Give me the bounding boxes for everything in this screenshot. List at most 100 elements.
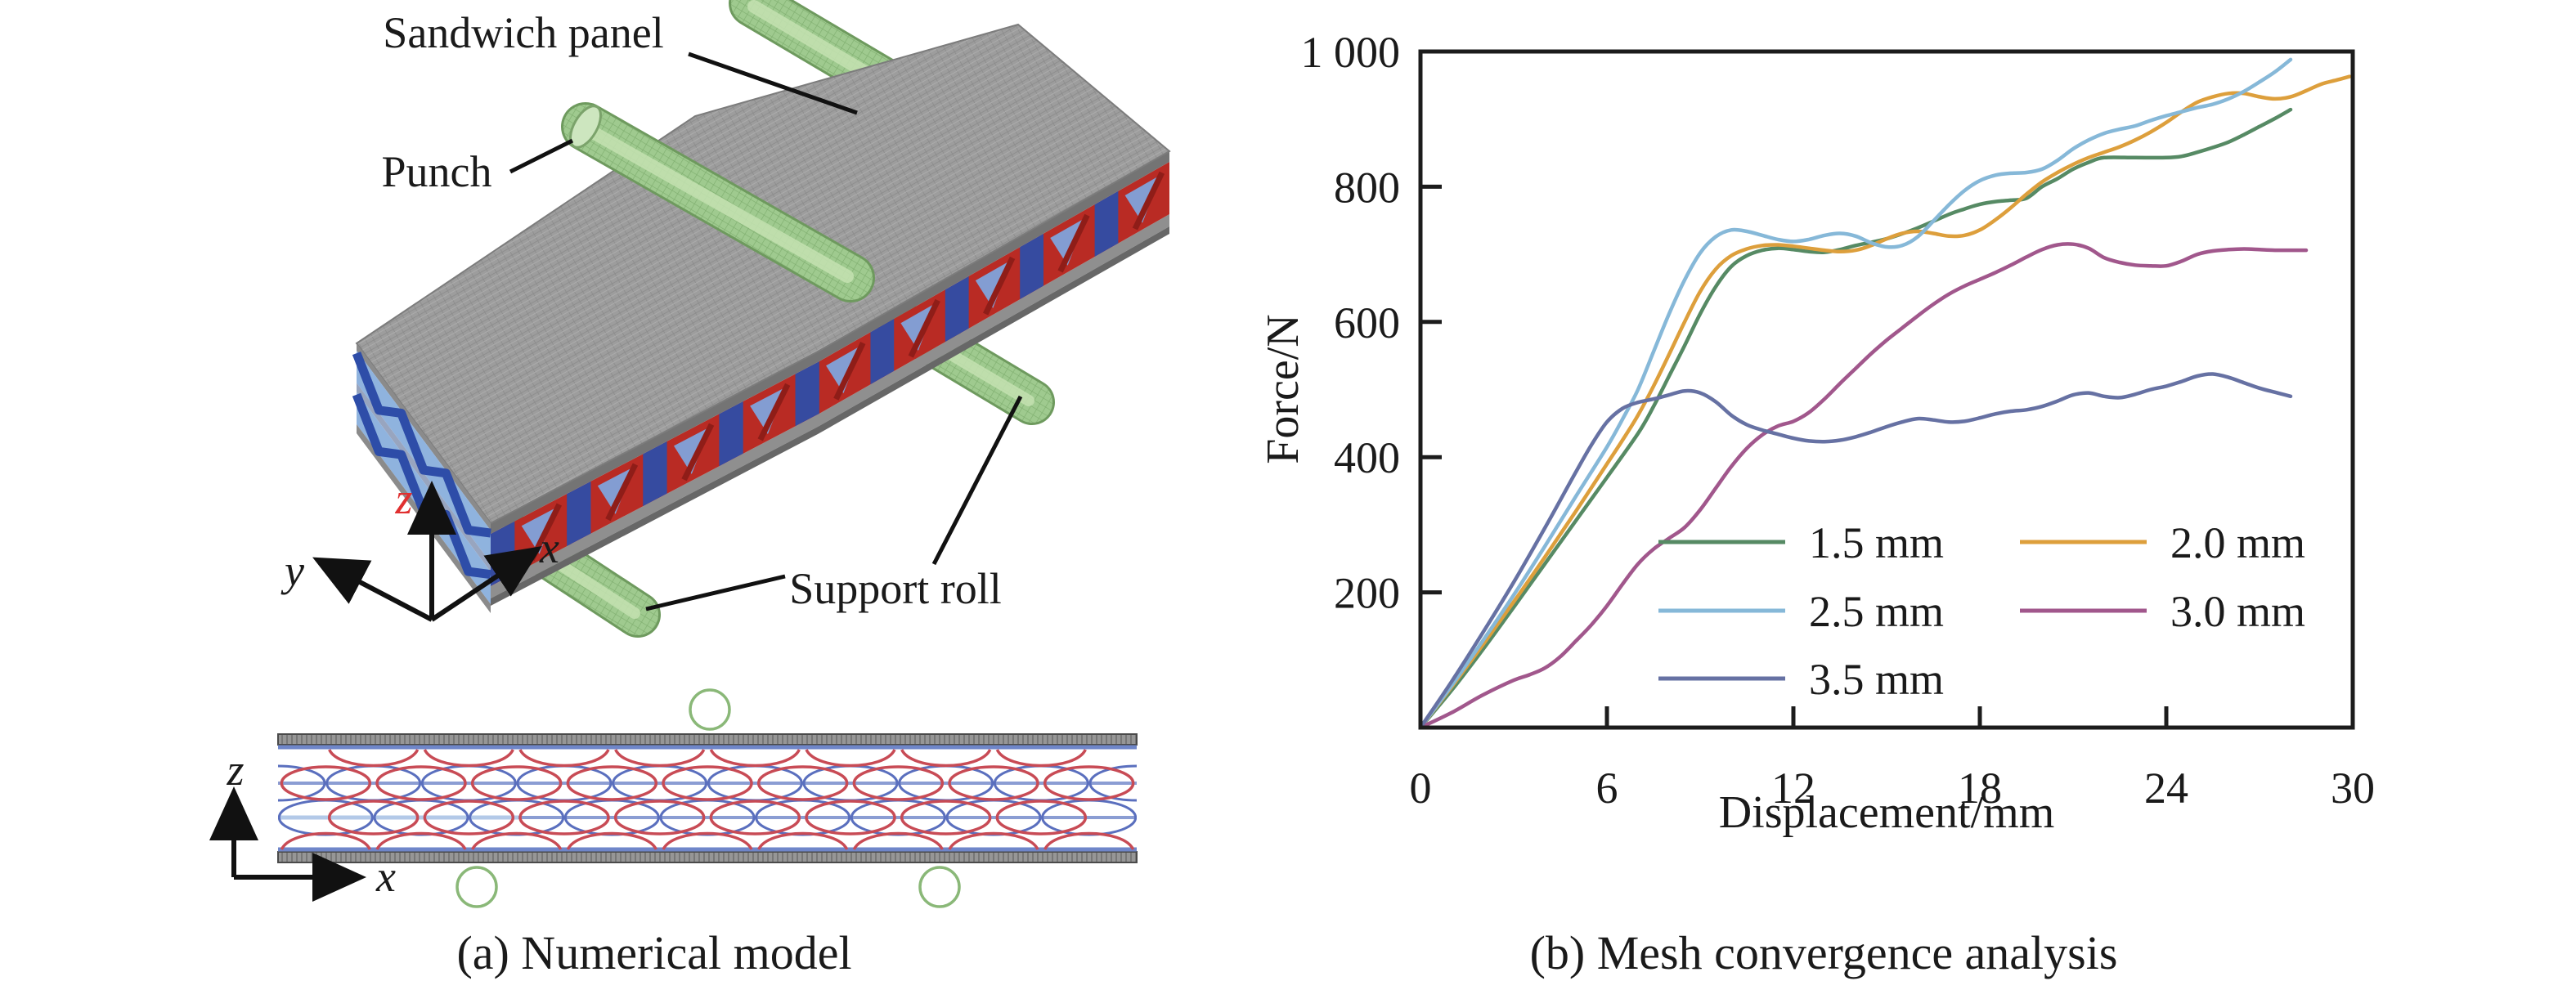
y-tick-label-800: 800	[1334, 163, 1400, 212]
red-bottom-arc	[471, 831, 563, 850]
x-tick-label-24: 24	[2144, 764, 2188, 813]
core-red-strut	[1132, 171, 1165, 231]
core-red-strut	[983, 256, 1016, 316]
core-red-strut	[681, 423, 715, 482]
red-cell-ellipse	[566, 765, 658, 801]
coordinate-triad-2d	[209, 786, 366, 902]
series-line-2.5mm	[1418, 57, 2293, 730]
punch-end-cap	[568, 105, 603, 149]
core-lightblue-facet	[521, 506, 559, 554]
top-plate-edge	[491, 151, 1169, 534]
legend-item-2.5mm: 2.5 mm	[1658, 587, 1944, 636]
red-bottom-arc	[280, 831, 371, 850]
core-blue-band	[870, 318, 895, 385]
core-blue-band	[1020, 233, 1044, 300]
red-bottom-arc	[566, 831, 657, 850]
x-axis-label-2d: x	[375, 852, 396, 901]
red-cell-ellipse	[613, 800, 706, 835]
endface-zigzag-upper	[352, 352, 491, 538]
y-axis-title: Force/N	[1258, 314, 1308, 464]
support-roll-leader-left	[645, 574, 786, 611]
y-tick-label-400: 400	[1334, 433, 1400, 482]
blue-cell-ellipse	[1088, 764, 1137, 802]
red-top-arc	[518, 749, 610, 768]
red-cell-ellipse	[280, 765, 372, 801]
core-blue-band	[945, 275, 969, 343]
tick-group: 0 6 12 18 24 30 200 400 600 800 1 000	[1301, 28, 2376, 813]
x-tick-label-12: 12	[1771, 764, 1815, 813]
bottom-facesheet	[277, 851, 1138, 863]
punch-cylinder	[561, 102, 875, 302]
core-lightblue-facet	[597, 466, 635, 514]
red-bottom-arc	[662, 831, 753, 850]
core-red-strut	[605, 463, 639, 522]
core-red-strut	[908, 298, 940, 358]
support-roll-circle-left	[456, 866, 498, 908]
red-bottom-arc	[757, 831, 849, 850]
red-top-arc	[709, 749, 801, 768]
coordinate-triad-3d	[312, 481, 542, 622]
core-blue-band	[643, 441, 667, 507]
red-cell-ellipse	[1043, 765, 1135, 801]
legend-item-2.0mm: 2.0 mm	[2020, 518, 2305, 567]
core-stripes-inner	[491, 171, 1165, 586]
core-red-strut	[833, 341, 866, 401]
red-cell-ellipse	[327, 800, 420, 835]
panel-a: Sandwich panel Punch Support roll z y x	[209, 0, 1171, 979]
punch-circle	[689, 688, 731, 731]
legend-item-3.0mm: 3.0 mm	[2020, 587, 2305, 636]
core-lightblue-facet	[975, 260, 1012, 308]
core-lightblue-facet	[1050, 217, 1086, 266]
x-axis-arrow	[430, 546, 542, 622]
sandwich-panel-leader	[688, 52, 858, 115]
x-tick-label-30: 30	[2331, 764, 2375, 813]
red-top-arc	[805, 749, 896, 768]
core-red-strut	[757, 383, 791, 441]
legend-label: 2.5 mm	[1809, 587, 1944, 636]
core-blue-band	[795, 361, 819, 427]
support-roll-leader-right	[931, 395, 1023, 566]
core-lightblue-facet	[826, 345, 862, 394]
core-lattice-stripes	[491, 171, 1165, 586]
series-line-2.0mm	[1418, 74, 2352, 730]
core-blue-band	[1094, 190, 1119, 258]
red-cell-ellipse	[518, 800, 610, 835]
punch-label: Punch	[382, 147, 492, 196]
core-lightblue-facet	[1124, 175, 1161, 223]
panel-b: 0 6 12 18 24 30 200 400 600 800 1 000 1.5 mm 2.0 mm…	[1258, 28, 2375, 979]
caption-a: (a) Numerical model	[456, 926, 851, 979]
core-blue-band	[719, 401, 743, 467]
legend-item-3.5mm: 3.5 mm	[1658, 655, 1944, 704]
x-axis-title: Displacement/mm	[1719, 787, 2055, 838]
top-facesheet	[277, 733, 1138, 746]
red-cell-ellipse	[900, 800, 992, 835]
red-cell-ellipse	[852, 765, 945, 801]
z-axis-label-3d: z	[394, 474, 412, 523]
bottom-plate-edge	[491, 214, 1169, 598]
sandwich-panel-label: Sandwich panel	[383, 8, 663, 57]
red-cell-ellipse	[709, 800, 801, 835]
y-axis-arrow	[312, 557, 433, 622]
red-cell-ellipse	[805, 800, 896, 835]
series-line-3.0mm	[1418, 242, 2309, 730]
endface-top-strip	[357, 343, 491, 531]
x-tick-label-0: 0	[1410, 764, 1432, 813]
series-line-3.5mm	[1418, 372, 2293, 730]
y-tick-label-1000: 1 000	[1301, 28, 1401, 77]
core-blue-band	[567, 481, 591, 547]
red-bottom-arc	[852, 831, 944, 850]
support-roll-circle-right	[918, 866, 961, 908]
x-axis-label-3d: x	[539, 523, 559, 572]
endface-mid-strip	[357, 383, 491, 572]
legend-item-1.5mm: 1.5 mm	[1658, 518, 1944, 567]
plot-box	[1418, 49, 2355, 730]
bottom-plate-lip	[491, 226, 1169, 606]
lattice-core-pattern	[278, 749, 1137, 850]
punch-leader	[509, 138, 574, 174]
legend-label: 1.5 mm	[1809, 518, 1944, 567]
legend-label: 3.0 mm	[2170, 587, 2305, 636]
sandwich-panel-3d	[352, 23, 1171, 613]
red-bottom-arc	[948, 831, 1039, 850]
z-axis-label-2d: z	[226, 746, 244, 795]
